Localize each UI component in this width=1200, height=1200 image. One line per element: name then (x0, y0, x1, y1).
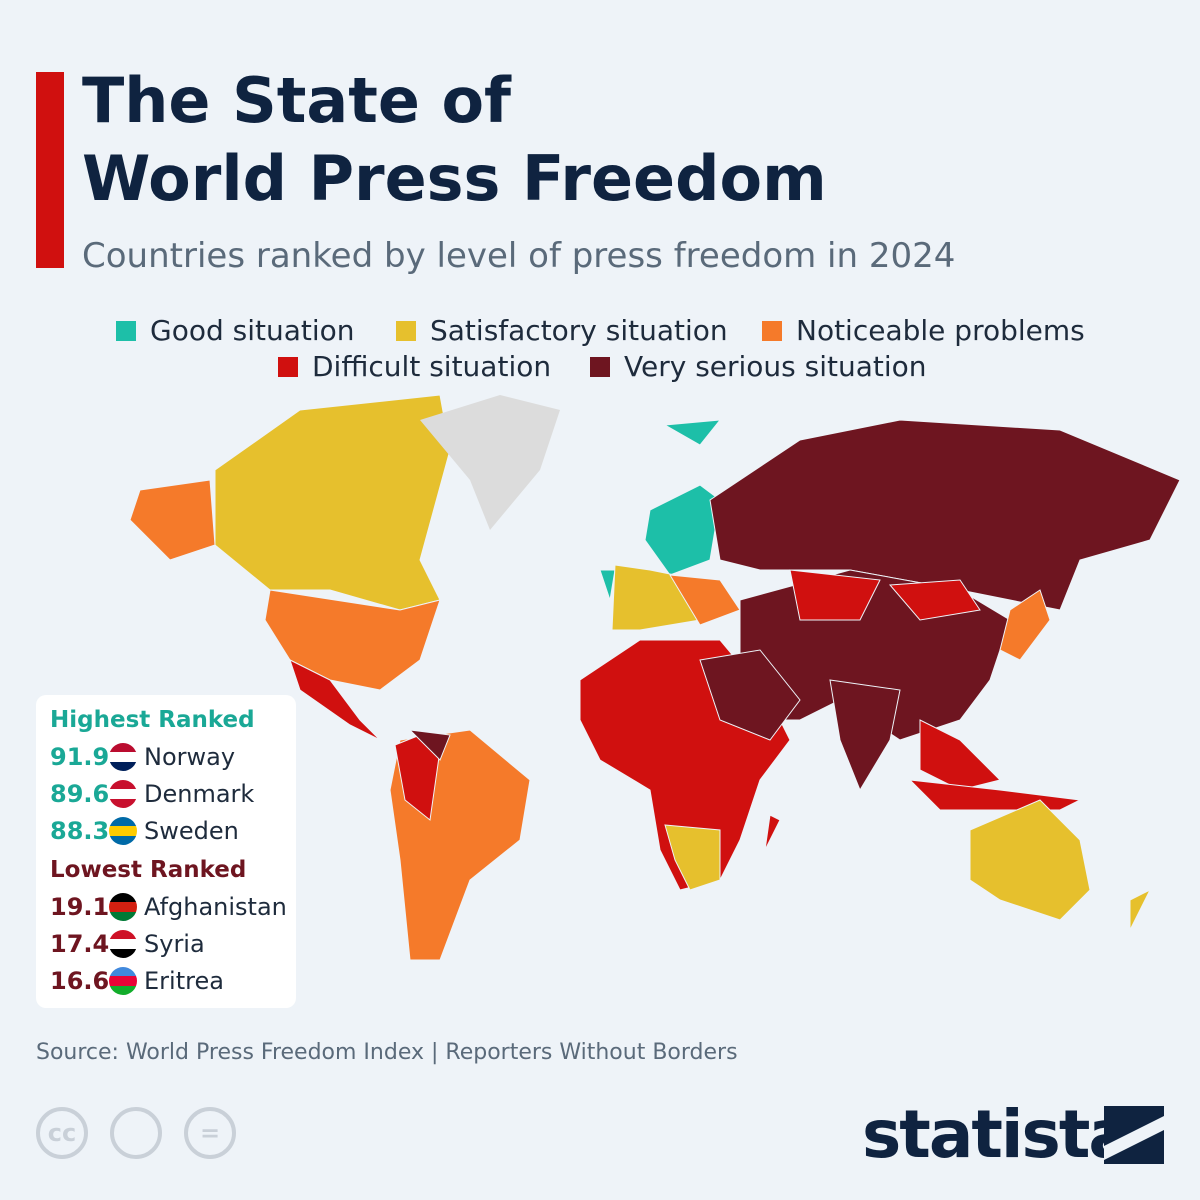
country-region (394, 734, 441, 821)
legend-item: Good situation (116, 314, 355, 347)
flag (109, 930, 137, 958)
score: 91.9 (50, 743, 110, 771)
legend-swatch (396, 320, 416, 341)
country: Syria (144, 930, 205, 958)
flag (109, 743, 137, 771)
subtitle: Countries ranked by level of press freed… (82, 236, 956, 276)
country: Eritrea (144, 967, 224, 995)
license-icon: = (184, 1107, 236, 1159)
ranking-row: 88.3 Sweden (50, 816, 239, 846)
country-region (264, 589, 441, 691)
logo-mark (1104, 1106, 1164, 1164)
country-region (289, 659, 381, 741)
ranking-row: 17.4 Syria (50, 929, 205, 959)
legend-swatch (590, 356, 610, 377)
greenland (420, 395, 560, 530)
ranking-row: 16.6 Eritrea (50, 966, 224, 996)
country: Denmark (144, 780, 255, 808)
legend-label: Very serious situation (624, 350, 927, 383)
ranking-box: Highest Ranked Lowest Ranked 91.9 Norway 8… (36, 695, 296, 1008)
country-region (888, 579, 981, 621)
license-icon: cc (36, 1107, 88, 1159)
country-region (764, 814, 781, 851)
flag (109, 893, 137, 921)
legend-label: Good situation (150, 314, 355, 347)
flag (109, 967, 137, 995)
flag (109, 817, 137, 845)
country-region (663, 419, 722, 446)
country-region (829, 679, 901, 792)
country-region (644, 484, 721, 576)
license-icon (110, 1107, 162, 1159)
country: Norway (144, 743, 236, 771)
legend-swatch (116, 320, 136, 341)
ranking-row: 91.9 Norway (50, 742, 235, 772)
country-region (709, 419, 1181, 611)
legend-item: Noticeable problems (762, 314, 1085, 347)
country-region (699, 649, 801, 741)
score: 89.6 (50, 780, 110, 808)
legend-label: Noticeable problems (796, 314, 1085, 347)
country-region (1129, 888, 1152, 931)
country: Sweden (144, 817, 239, 845)
country-region (908, 779, 1082, 811)
accent-bar (36, 72, 64, 268)
country-region (664, 824, 721, 891)
score: 17.4 (50, 930, 110, 958)
score: 16.6 (50, 967, 110, 995)
source: Source: World Press Freedom Index | Repo… (36, 1040, 738, 1065)
country-region (789, 569, 881, 621)
title: World Press Freedom (82, 142, 827, 215)
title: The State of (82, 64, 512, 137)
legend-label: Satisfactory situation (430, 314, 728, 347)
score: 19.1 (50, 893, 110, 921)
country-region (214, 394, 451, 611)
ranking-row: 89.6 Denmark (50, 779, 254, 809)
country-region (408, 729, 451, 761)
flag (109, 780, 137, 808)
country-region (969, 799, 1091, 921)
country: Afghanistan (144, 893, 287, 921)
ranking-row: 19.1 Afghanistan (50, 892, 287, 922)
ranking-heading: Lowest Ranked (50, 857, 247, 883)
country-region (999, 589, 1051, 661)
ranking-heading: Highest Ranked (50, 707, 255, 733)
world-map (129, 394, 1181, 961)
legend-item: Very serious situation (590, 350, 927, 383)
logo: statista (862, 1096, 1133, 1173)
legend-swatch (762, 320, 782, 341)
country-region (129, 479, 216, 561)
legend-item: Difficult situation (278, 350, 551, 383)
legend-swatch (278, 356, 298, 377)
legend-item: Satisfactory situation (396, 314, 728, 347)
score: 88.3 (50, 817, 110, 845)
legend-label: Difficult situation (312, 350, 552, 383)
country-region (599, 569, 616, 601)
country-region (919, 719, 1001, 791)
